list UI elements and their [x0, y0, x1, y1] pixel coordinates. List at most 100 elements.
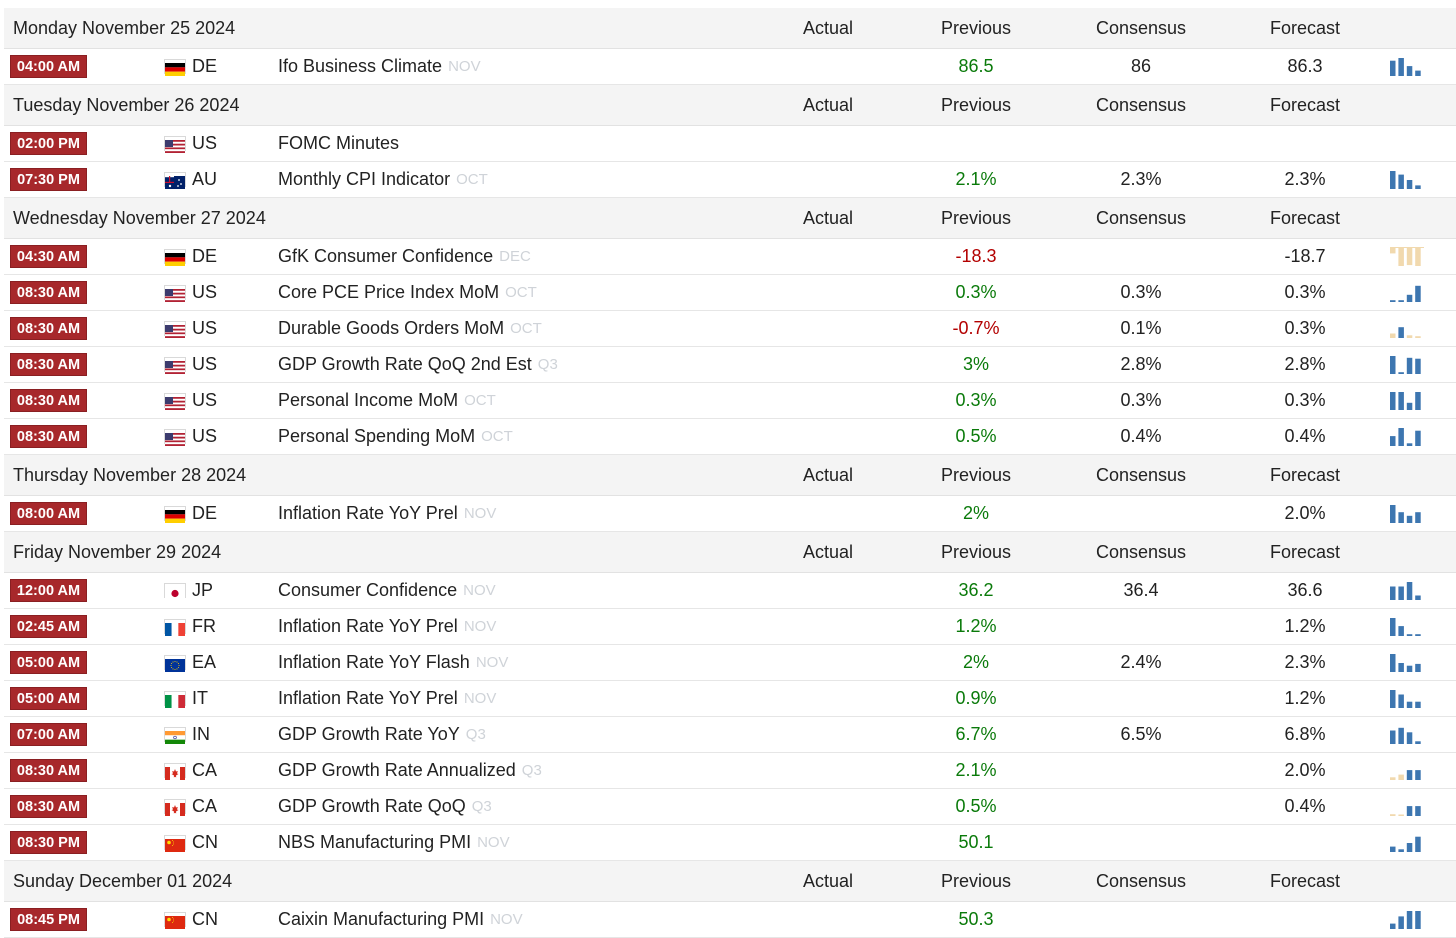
sparkline[interactable]: [1390, 391, 1424, 411]
sparkline[interactable]: [1390, 833, 1424, 853]
sparkline-chart: [1390, 690, 1421, 708]
event-row[interactable]: 08:45 PM CN Caixin Manufacturing PMI NOV 50.…: [4, 902, 1456, 938]
event-country[interactable]: CA: [165, 789, 217, 824]
event-name[interactable]: NBS Manufacturing PMI NOV: [278, 825, 510, 860]
event-title[interactable]: Caixin Manufacturing PMI: [278, 909, 485, 929]
event-title[interactable]: Ifo Business Climate: [278, 56, 443, 76]
event-title[interactable]: Inflation Rate YoY Prel: [278, 688, 458, 708]
event-name[interactable]: Personal Spending MoM OCT: [278, 419, 513, 454]
column-header-consensus: Consensus: [1095, 870, 1187, 891]
sparkline[interactable]: [1390, 617, 1424, 637]
event-name[interactable]: Consumer Confidence NOV: [278, 573, 496, 608]
event-name[interactable]: Ifo Business Climate NOV: [278, 49, 481, 84]
event-name[interactable]: Monthly CPI Indicator OCT: [278, 162, 488, 197]
event-title[interactable]: Core PCE Price Index MoM: [278, 282, 500, 302]
sparkline[interactable]: [1390, 653, 1424, 673]
event-name[interactable]: GDP Growth Rate QoQ Q3: [278, 789, 492, 824]
event-name[interactable]: Core PCE Price Index MoM OCT: [278, 275, 537, 310]
event-name[interactable]: Inflation Rate YoY Prel NOV: [278, 681, 496, 716]
sparkline[interactable]: [1390, 283, 1424, 303]
event-country[interactable]: US: [165, 419, 217, 454]
event-title[interactable]: Consumer Confidence: [278, 580, 458, 600]
event-row[interactable]: 08:30 AM US Core PCE Price Index MoM OCT 0.3…: [4, 275, 1456, 311]
event-row[interactable]: 08:30 AM US Personal Income MoM OCT 0.3% 0.3%…: [4, 383, 1456, 419]
sparkline[interactable]: [1390, 355, 1424, 375]
event-row[interactable]: 12:00 AM JP Consumer Confidence NOV 36.2 36.4…: [4, 573, 1456, 609]
event-name[interactable]: GDP Growth Rate Annualized Q3: [278, 753, 542, 788]
sparkline[interactable]: [1390, 725, 1424, 745]
event-title[interactable]: Inflation Rate YoY Flash: [278, 652, 470, 672]
sparkline[interactable]: [1390, 247, 1424, 267]
sparkline[interactable]: [1390, 797, 1424, 817]
sparkline[interactable]: [1390, 581, 1424, 601]
event-name[interactable]: GDP Growth Rate YoY Q3: [278, 717, 486, 752]
event-row[interactable]: 07:00 AM IN GDP Growth Rate YoY Q3 6.7% 6.5% 6…: [4, 717, 1456, 753]
event-title[interactable]: GDP Growth Rate QoQ 2nd Est: [278, 354, 532, 374]
event-country[interactable]: DE: [165, 496, 217, 531]
event-name[interactable]: Personal Income MoM OCT: [278, 383, 496, 418]
actual-value: [768, 609, 888, 644]
event-country[interactable]: IT: [165, 681, 208, 716]
event-country[interactable]: DE: [165, 239, 217, 274]
event-country[interactable]: FR: [165, 609, 216, 644]
event-row[interactable]: 05:00 AM IT Inflation Rate YoY Prel NOV 0.9%…: [4, 681, 1456, 717]
sparkline[interactable]: [1390, 910, 1424, 930]
sparkline[interactable]: [1390, 689, 1424, 709]
event-name[interactable]: Inflation Rate YoY Prel NOV: [278, 496, 496, 531]
event-row[interactable]: 08:30 AM CA GDP Growth Rate QoQ Q3 0.5% 0.4%: [4, 789, 1456, 825]
event-country[interactable]: US: [165, 126, 217, 161]
sparkline[interactable]: [1390, 504, 1424, 524]
event-row[interactable]: 02:45 AM FR Inflation Rate YoY Prel NOV 1.2%…: [4, 609, 1456, 645]
event-country[interactable]: JP: [165, 573, 213, 608]
event-title[interactable]: Durable Goods Orders MoM: [278, 318, 505, 338]
event-row[interactable]: 08:30 AM US GDP Growth Rate QoQ 2nd Est Q3 3…: [4, 347, 1456, 383]
event-country[interactable]: EA: [165, 645, 216, 680]
event-country[interactable]: CN: [165, 825, 218, 860]
event-title[interactable]: GfK Consumer Confidence: [278, 246, 494, 266]
event-title[interactable]: Inflation Rate YoY Prel: [278, 616, 458, 636]
event-title[interactable]: FOMC Minutes: [278, 133, 400, 153]
event-country[interactable]: DE: [165, 49, 217, 84]
sparkline[interactable]: [1390, 170, 1424, 190]
event-country[interactable]: US: [165, 275, 217, 310]
event-name[interactable]: FOMC Minutes: [278, 126, 399, 161]
event-title[interactable]: Personal Spending MoM: [278, 426, 476, 446]
event-title[interactable]: Monthly CPI Indicator: [278, 169, 451, 189]
event-row[interactable]: 08:00 AM DE Inflation Rate YoY Prel NOV 2% 2.…: [4, 496, 1456, 532]
event-row[interactable]: 07:30 PM AU Monthly CPI Indicator OCT 2.1% 2.…: [4, 162, 1456, 198]
sparkline[interactable]: [1390, 319, 1424, 339]
event-title[interactable]: GDP Growth Rate Annualized: [278, 760, 516, 780]
column-header-consensus: Consensus: [1095, 17, 1187, 38]
event-row[interactable]: 08:30 PM CN NBS Manufacturing PMI NOV 50.1: [4, 825, 1456, 861]
sparkline[interactable]: [1390, 761, 1424, 781]
column-header-actual: Actual: [802, 870, 854, 891]
event-title[interactable]: Inflation Rate YoY Prel: [278, 503, 458, 523]
event-row[interactable]: 05:00 AM EA Inflation Rate YoY Flash NOV 2% 2…: [4, 645, 1456, 681]
event-title[interactable]: NBS Manufacturing PMI: [278, 832, 472, 852]
event-country[interactable]: US: [165, 347, 217, 382]
event-row[interactable]: 02:00 PM US FOMC Minutes: [4, 126, 1456, 162]
event-title[interactable]: GDP Growth Rate QoQ: [278, 796, 466, 816]
event-row[interactable]: 08:30 AM US Personal Spending MoM OCT 0.5% 0.…: [4, 419, 1456, 455]
event-row[interactable]: 08:30 AM CA GDP Growth Rate Annualized Q3 2.…: [4, 753, 1456, 789]
event-name[interactable]: Durable Goods Orders MoM OCT: [278, 311, 542, 346]
event-row[interactable]: 04:00 AM DE Ifo Business Climate NOV 86.5 86 8…: [4, 49, 1456, 85]
event-row[interactable]: 04:30 AM DE GfK Consumer Confidence DEC -18.…: [4, 239, 1456, 275]
sparkline[interactable]: [1390, 427, 1424, 447]
sparkline-bar: [1390, 730, 1396, 744]
event-name[interactable]: Caixin Manufacturing PMI NOV: [278, 902, 523, 937]
event-name[interactable]: Inflation Rate YoY Prel NOV: [278, 609, 496, 644]
event-name[interactable]: GfK Consumer Confidence DEC: [278, 239, 531, 274]
event-country[interactable]: CA: [165, 753, 217, 788]
event-title[interactable]: Personal Income MoM: [278, 390, 459, 410]
event-name[interactable]: Inflation Rate YoY Flash NOV: [278, 645, 508, 680]
sparkline[interactable]: [1390, 57, 1424, 77]
event-country[interactable]: IN: [165, 717, 210, 752]
event-row[interactable]: 08:30 AM US Durable Goods Orders MoM OCT -0.…: [4, 311, 1456, 347]
event-country[interactable]: US: [165, 311, 217, 346]
event-country[interactable]: AU: [165, 162, 217, 197]
event-title[interactable]: GDP Growth Rate YoY: [278, 724, 460, 744]
event-country[interactable]: CN: [165, 902, 218, 937]
event-name[interactable]: GDP Growth Rate QoQ 2nd Est Q3: [278, 347, 558, 382]
event-country[interactable]: US: [165, 383, 217, 418]
